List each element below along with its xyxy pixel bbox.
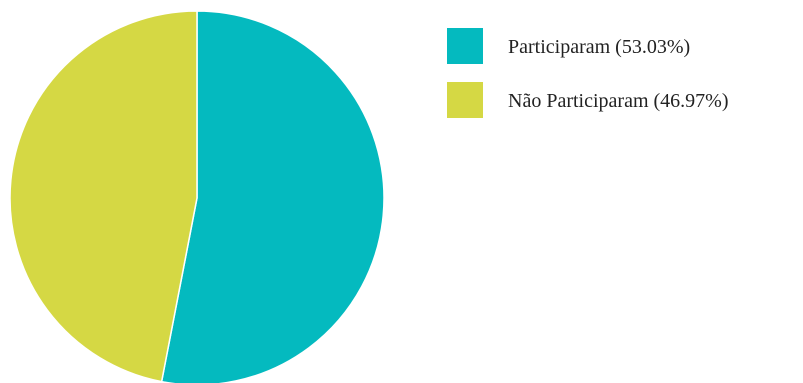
legend-item-participaram: Participaram (53.03%) xyxy=(447,28,690,64)
pie-slices xyxy=(9,10,385,383)
legend-swatch-participaram xyxy=(447,28,483,64)
legend-label-nao-participaram: Não Participaram (46.97%) xyxy=(508,90,728,112)
legend-item-nao-participaram: Não Participaram (46.97%) xyxy=(447,82,728,118)
legend-label-participaram: Participaram (53.03%) xyxy=(508,36,690,58)
pie-slice-participaram xyxy=(160,10,385,383)
legend-swatch-nao-participaram xyxy=(447,82,483,118)
pie-slice-nao-participaram xyxy=(9,10,198,383)
legend: Participaram (53.03%) Não Participaram (… xyxy=(447,28,728,118)
